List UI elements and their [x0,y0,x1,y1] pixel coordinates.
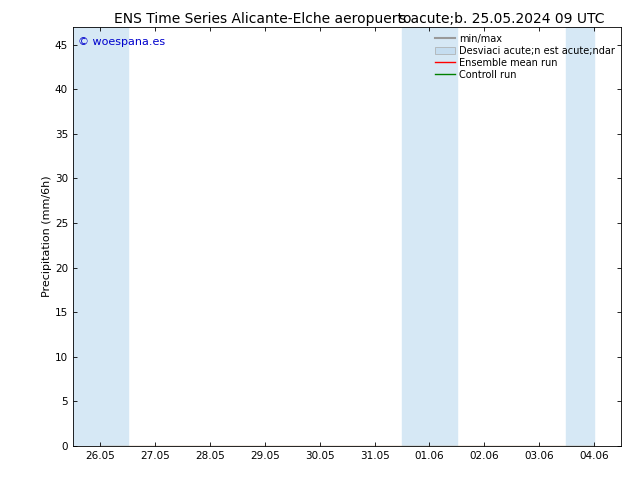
Bar [402,27,456,446]
Bar [567,27,594,446]
Bar [73,27,128,446]
Text: © woespana.es: © woespana.es [79,37,165,48]
Y-axis label: Precipitation (mm/6h): Precipitation (mm/6h) [42,175,52,297]
Legend: min/max, Desviaci acute;n est acute;ndar, Ensemble mean run, Controll run: min/max, Desviaci acute;n est acute;ndar… [434,32,616,81]
Text: s acute;b. 25.05.2024 09 UTC: s acute;b. 25.05.2024 09 UTC [399,12,605,26]
Text: ENS Time Series Alicante-Elche aeropuerto: ENS Time Series Alicante-Elche aeropuert… [114,12,411,26]
